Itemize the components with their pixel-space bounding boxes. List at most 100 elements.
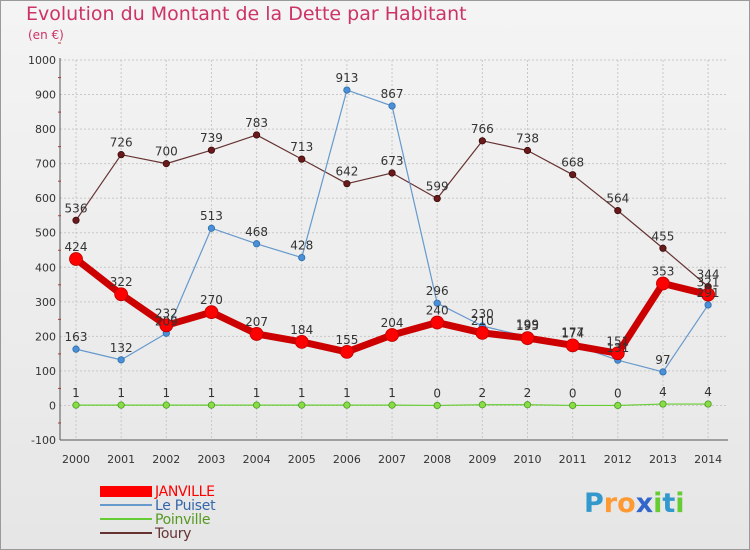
y-tick-label: 600 [35,192,56,205]
data-label-poinville: 1 [388,386,396,400]
chart-unit: (en €) [28,28,64,42]
x-tick-label: 2001 [107,453,135,466]
data-point-poinville [207,401,216,409]
data-label-poinville: 4 [659,385,667,399]
data-point-toury [523,146,532,155]
data-label-le-puiset: 97 [655,353,670,367]
axes: -100010020030040050060070080090010002000… [28,42,728,466]
data-label-toury: 455 [651,229,674,243]
data-point-le-puiset [72,345,80,353]
data-label-le-puiset: 131 [606,341,629,355]
data-label-toury: 673 [381,154,404,168]
x-tick-label: 2007 [378,453,406,466]
data-point-le-puiset [433,299,441,307]
y-tick-label: 100 [35,365,56,378]
data-point-toury [207,146,216,154]
legend-swatch-poinville [100,518,152,520]
y-tick-label: -100 [31,434,56,447]
proxiti-logo: Proxiti [584,488,685,519]
data-point-poinville [433,401,441,410]
data-point-le-puiset [117,356,125,364]
y-tick-label: 1000 [28,54,56,67]
x-tick-label: 2012 [604,453,632,466]
data-point-poinville [478,401,486,409]
data-point-le-puiset [659,368,667,376]
x-tick-label: 2003 [197,453,225,466]
data-point-poinville [523,401,532,409]
data-point-toury [614,207,622,215]
data-point-janville [475,326,490,340]
logo-letter: i [675,488,685,519]
data-labels: 1 1 1 1 1 1 1 1 0 2 2 0 0 4 4 536 726 700 739 783 713 642 673 5… [65,71,720,400]
data-label-poinville: 0 [569,386,577,400]
x-tick-label: 2006 [333,453,361,466]
data-point-poinville [614,401,622,410]
data-label-toury: 536 [65,201,88,215]
x-tick-label: 2009 [468,453,496,466]
data-point-le-puiset [704,301,712,309]
logo-letter: x [635,488,654,519]
data-label-janville: 232 [155,306,178,320]
data-point-janville [69,252,83,266]
data-point-janville [249,327,264,341]
data-label-janville: 321 [697,276,720,290]
y-tick-label: 200 [35,330,56,343]
data-point-toury [117,151,125,159]
data-label-le-puiset: 428 [290,239,313,253]
x-tick-label: 2000 [62,453,90,466]
data-label-poinville: 1 [343,386,351,400]
data-label-le-puiset: 230 [471,307,494,321]
data-point-poinville [298,401,306,409]
legend-swatch-le-puiset [100,504,152,506]
data-point-janville [701,287,715,302]
data-label-janville: 204 [381,316,404,330]
data-label-poinville: 1 [117,386,125,400]
data-label-janville: 207 [245,315,268,329]
data-label-janville: 184 [290,323,313,337]
data-label-le-puiset: 209 [155,314,178,328]
data-point-toury [298,155,306,163]
data-label-toury: 766 [471,122,494,136]
data-point-poinville [117,401,125,409]
y-tick-label: 800 [35,123,56,136]
y-tick-label: 700 [35,158,56,171]
data-label-poinville: 1 [208,386,216,400]
y-tick-label: 500 [35,227,56,240]
data-point-toury [433,194,441,203]
data-point-janville [565,338,580,353]
data-point-janville [339,345,354,359]
data-point-poinville [659,400,667,408]
data-label-janville: 353 [651,265,674,279]
data-label-poinville: 1 [162,386,170,400]
legend-label-janville: JANVILLE [155,484,215,500]
logo-letter: i [653,488,663,519]
data-point-poinville [343,401,351,409]
data-label-poinville: 2 [524,386,532,400]
data-label-janville: 174 [561,326,584,340]
data-point-poinville [72,401,80,409]
legend-label-toury: Toury [155,526,192,542]
logo-letter: o [617,488,636,519]
x-tick-label: 2014 [694,453,722,466]
data-label-janville: 270 [200,293,223,307]
data-point-poinville [388,401,396,409]
logo-letter: t [662,488,676,519]
y-tick-label: 400 [35,261,56,274]
data-label-janville: 240 [426,304,449,318]
data-label-poinville: 1 [253,386,261,400]
data-point-toury [162,160,170,168]
data-point-janville [385,328,399,342]
data-label-le-puiset: 177 [561,325,584,339]
y-tick-label: 900 [35,89,56,102]
x-tick-label: 2002 [152,453,180,466]
legend-swatch-janville [100,486,152,497]
data-point-toury [659,244,667,252]
data-point-le-puiset [298,254,306,262]
x-tick-label: 2011 [559,453,587,466]
data-point-le-puiset [253,240,261,248]
data-label-le-puiset: 513 [200,209,223,223]
data-point-janville [610,346,625,361]
legend-label-poinville: Poinville [155,512,211,528]
